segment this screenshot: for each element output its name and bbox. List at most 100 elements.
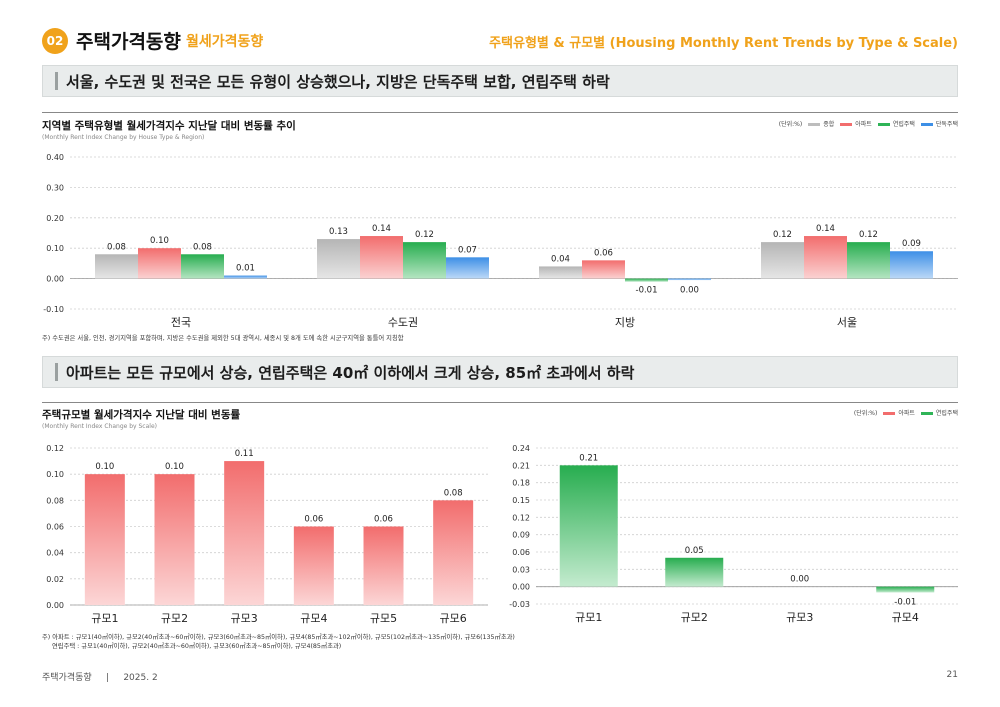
- y-tick-label: 0.06: [512, 548, 530, 557]
- bar-row: [625, 278, 668, 282]
- data-label: -0.01: [636, 286, 658, 296]
- x-category-label: 규모6: [440, 612, 467, 625]
- data-label: 0.07: [458, 245, 477, 255]
- bar-row: [665, 557, 724, 587]
- legend-item-apt: 아파트: [840, 119, 872, 128]
- bar-row: [876, 586, 935, 593]
- legend-unit: (단위:%): [853, 410, 878, 417]
- data-label: 0.06: [594, 248, 613, 258]
- data-label: 0.08: [193, 242, 212, 252]
- data-label: 0.11: [235, 449, 254, 459]
- x-category-label: 규모1: [575, 611, 602, 624]
- data-label: 0.06: [304, 515, 323, 525]
- chart2-title: 주택규모별 월세가격지수 지난달 대비 변동률: [42, 409, 241, 421]
- page-number: 21: [946, 670, 958, 680]
- data-label: 0.10: [150, 236, 169, 246]
- data-label: 0.00: [790, 575, 809, 585]
- y-tick-label: 0.10: [46, 244, 64, 253]
- chart1-footnote: 주) 수도권은 서울, 인천, 경기지역을 포함하며, 지방은 수도권을 제외한…: [42, 335, 404, 342]
- chart2-subtitle: (Monthly Rent Index Change by Scale): [42, 423, 157, 430]
- y-tick-label: 0.04: [46, 549, 64, 558]
- x-category-label: 전국: [171, 316, 191, 329]
- bar-apt: [154, 474, 195, 605]
- footer-label: 주택가격동향 | 2025. 2: [42, 673, 158, 683]
- summary-banner-1: 서울, 수도권 및 전국은 모든 유형이 상승했으나, 지방은 단독주택 보합,…: [42, 65, 958, 97]
- x-category-label: 규모3: [231, 612, 258, 625]
- x-category-label: 규모2: [161, 612, 188, 625]
- data-label: 0.10: [165, 462, 184, 472]
- x-category-label: 규모2: [681, 611, 708, 624]
- y-tick-label: 0.06: [46, 523, 64, 532]
- legend-unit: (단위:%): [778, 121, 803, 128]
- legend-item-apt: 아파트: [883, 408, 915, 417]
- y-tick-label: -0.10: [43, 305, 64, 314]
- legend-item-row: 연립주택: [877, 119, 915, 128]
- chart1-title: 지역별 주택유형별 월세가격지수 지난달 대비 변동률 추이: [42, 120, 296, 132]
- y-tick-label: 0.24: [512, 444, 530, 453]
- x-category-label: 규모4: [300, 612, 327, 625]
- legend-item-row: 연립주택: [920, 408, 958, 417]
- data-label: 0.21: [579, 453, 598, 463]
- data-label: 0.05: [685, 546, 704, 556]
- banner-accent-bar: [55, 72, 58, 90]
- bar-apt: [804, 236, 847, 279]
- bar-row: [181, 254, 224, 279]
- x-category-label: 규모4: [892, 611, 919, 624]
- y-tick-label: 0.12: [46, 444, 64, 453]
- data-label: 0.01: [236, 264, 255, 274]
- section-heading: 주택유형별 & 규모별 (Housing Monthly Rent Trends…: [489, 36, 958, 51]
- data-label: 0.12: [773, 230, 792, 240]
- bar-apt: [582, 260, 625, 279]
- summary-banner-2-text: 아파트는 모든 규모에서 상승, 연립주택은 40㎡ 이하에서 크게 상승, 8…: [66, 363, 635, 382]
- divider: [42, 112, 958, 113]
- y-tick-label: -0.03: [509, 600, 530, 609]
- bar-total: [95, 254, 138, 279]
- bar-apt: [84, 474, 125, 605]
- y-tick-label: 0.00: [512, 583, 530, 592]
- y-tick-label: 0.12: [512, 513, 530, 522]
- data-label: 0.04: [551, 254, 570, 264]
- y-tick-label: 0.03: [512, 565, 530, 574]
- chart2-legend: (단위:%) 아파트 연립주택: [854, 408, 958, 417]
- chart2-footnote-1: 주) 아파트 : 규모1(40㎡이하), 규모2(40㎡초과~60㎡이하), 규…: [42, 634, 515, 641]
- bar-apt: [138, 248, 181, 279]
- x-category-label: 수도권: [388, 316, 418, 329]
- bar-total: [539, 266, 582, 279]
- y-tick-label: 0.09: [512, 531, 530, 540]
- summary-banner-1-text: 서울, 수도권 및 전국은 모든 유형이 상승했으나, 지방은 단독주택 보합,…: [66, 72, 610, 91]
- data-label: 0.10: [95, 462, 114, 472]
- y-tick-label: 0.02: [46, 575, 64, 584]
- bar-detached: [890, 251, 933, 279]
- y-tick-label: 0.40: [46, 153, 64, 162]
- chart1-subtitle: (Monthly Rent Index Change by House Type…: [42, 134, 205, 141]
- x-category-label: 지방: [615, 316, 635, 329]
- data-label: 0.08: [107, 242, 126, 252]
- page-subtitle: 월세가격동향: [186, 34, 264, 50]
- summary-banner-2: 아파트는 모든 규모에서 상승, 연립주택은 40㎡ 이하에서 크게 상승, 8…: [42, 356, 958, 388]
- divider: [42, 402, 958, 403]
- x-category-label: 규모3: [786, 611, 813, 624]
- chart2-footnote-2: 연립주택 : 규모1(40㎡이하), 규모2(40㎡초과~60㎡이하), 규모3…: [52, 643, 342, 650]
- y-tick-label: 0.00: [46, 601, 64, 610]
- bar-apt: [224, 461, 265, 605]
- y-tick-label: 0.30: [46, 183, 64, 192]
- bar-apt: [360, 236, 403, 279]
- y-tick-label: 0.18: [512, 479, 530, 488]
- page-title: 주택가격동향: [76, 31, 181, 53]
- data-label: 0.00: [680, 286, 699, 296]
- bar-apt: [293, 526, 334, 605]
- bar-apt: [363, 526, 404, 605]
- data-label: 0.14: [372, 224, 391, 234]
- y-tick-label: 0.00: [46, 275, 64, 284]
- bar-apt: [433, 500, 474, 605]
- chart1-svg: 0.40 0.30 0.20 0.10 0.00 -0.10 0.08 0.10 0.08 0.0…: [43, 153, 958, 329]
- bar-detached: [446, 257, 489, 279]
- data-label: 0.14: [816, 224, 835, 234]
- data-label: -0.01: [894, 597, 916, 607]
- data-label: 0.09: [902, 239, 921, 249]
- x-category-label: 서울: [837, 316, 857, 329]
- bar-total: [317, 239, 360, 279]
- x-category-label: 규모5: [370, 612, 397, 625]
- data-label: 0.12: [859, 230, 878, 240]
- y-tick-label: 0.15: [512, 496, 530, 505]
